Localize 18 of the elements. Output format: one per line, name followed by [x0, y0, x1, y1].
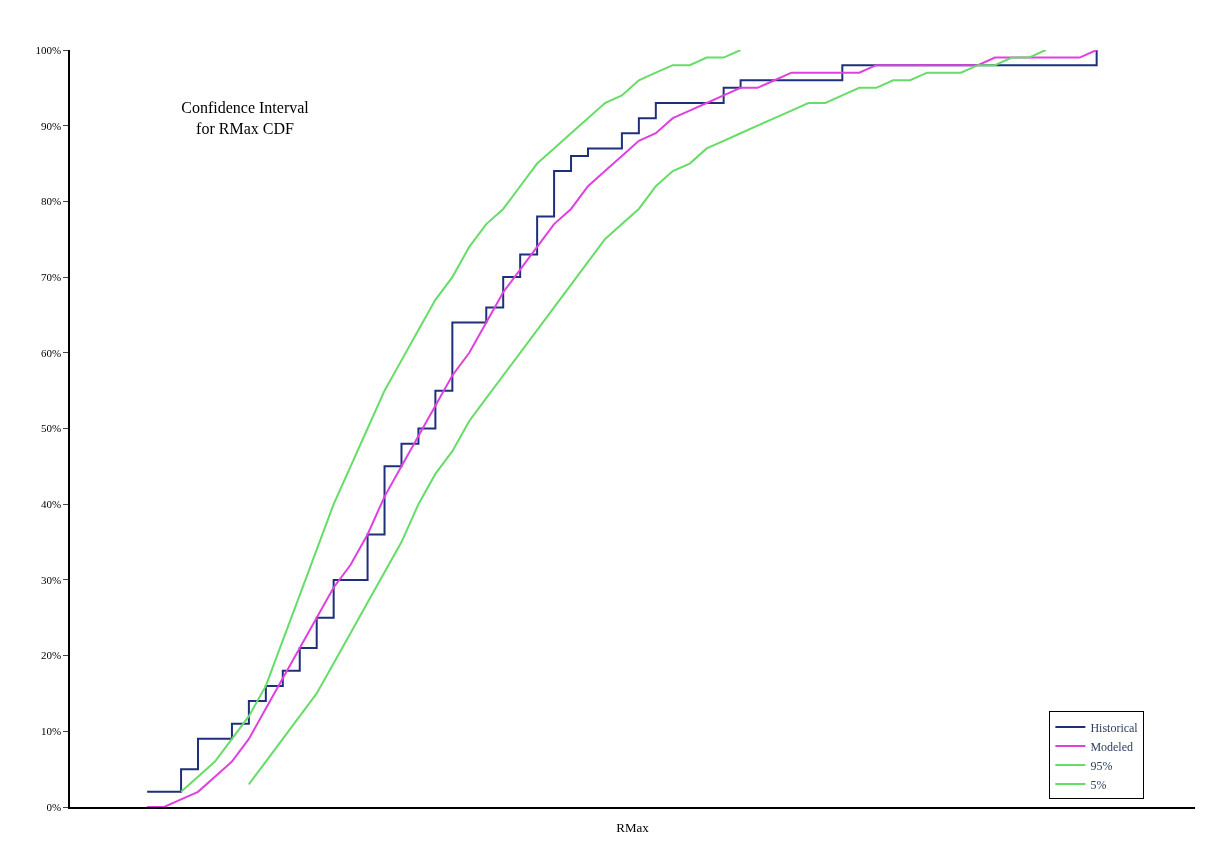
- y-tick-label: 40%: [40, 498, 62, 511]
- line-series: [180, 50, 742, 793]
- y-tick-label: 90%: [40, 119, 62, 132]
- x-axis-title: RMax: [616, 819, 650, 835]
- y-tick-label: 70%: [40, 270, 62, 283]
- legend-label: 95%: [1090, 758, 1113, 773]
- y-tick-label: 100%: [35, 43, 62, 56]
- y-tick-label: 50%: [40, 422, 62, 435]
- y-tick-label: 20%: [40, 649, 62, 662]
- y-tick-label: 80%: [40, 195, 62, 208]
- text: Confidence Interval for RMax CDF: [181, 98, 310, 137]
- legend-label: Modeled: [1090, 739, 1134, 754]
- legend-label: Historical: [1090, 720, 1139, 735]
- y-tick-label: 30%: [40, 573, 62, 586]
- y-tick-label: 10%: [40, 725, 62, 738]
- legend-label: 5%: [1090, 777, 1107, 792]
- y-tick-label: 0%: [46, 800, 62, 813]
- y-tick-label: 60%: [40, 346, 62, 359]
